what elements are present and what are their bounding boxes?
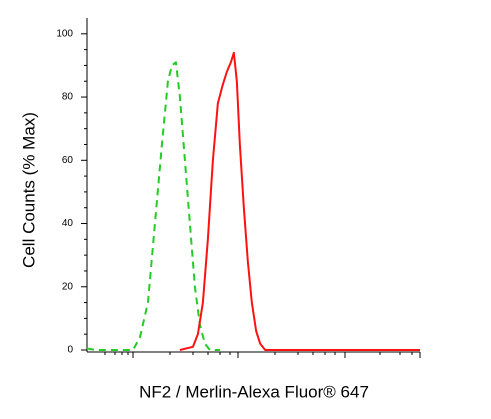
x-axis-label: NF2 / Merlin-Alexa Fluor® 647 <box>139 382 369 401</box>
y-tick-label: 20 <box>62 281 74 292</box>
y-tick-label: 100 <box>56 28 73 39</box>
y-tick-label: 0 <box>67 345 73 356</box>
y-tick-label: 40 <box>62 218 74 229</box>
series-line <box>179 51 420 351</box>
y-tick-label: 60 <box>62 155 74 166</box>
y-axis-label: Cell Counts (% Max) <box>19 112 38 268</box>
series-line <box>86 61 220 351</box>
x-minor-ticks <box>104 352 421 358</box>
y-tick-label: 80 <box>62 92 74 103</box>
